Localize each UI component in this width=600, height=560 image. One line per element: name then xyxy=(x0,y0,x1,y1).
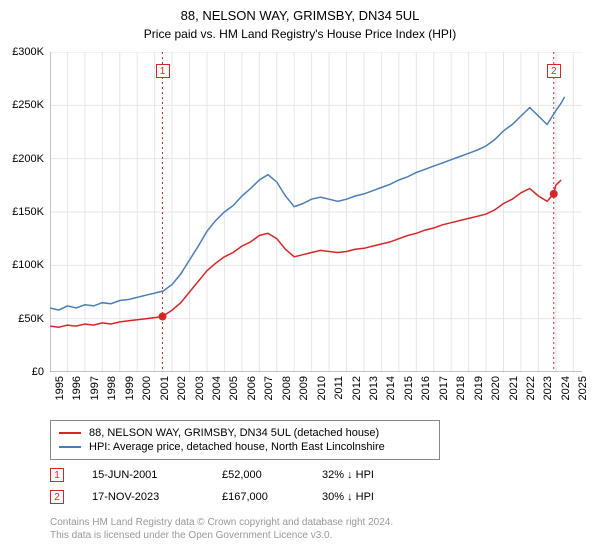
y-tick-label: £100K xyxy=(0,259,44,271)
event-date: 15-JUN-2001 xyxy=(92,469,222,481)
x-tick-label: 2017 xyxy=(438,376,450,400)
y-tick-label: £50K xyxy=(0,313,44,325)
x-tick-label: 2022 xyxy=(525,376,537,400)
y-tick-label: £250K xyxy=(0,99,44,111)
x-axis-labels: 1995 1996 1997 1998 1999 2000 2001 2002 2003 2004… xyxy=(50,374,582,414)
event-pct: 30% ↓ HPI xyxy=(322,491,452,503)
x-tick-label: 2002 xyxy=(176,376,188,400)
event-marker-2: 2 xyxy=(547,64,561,78)
legend-swatch xyxy=(59,432,81,434)
x-tick-label: 2011 xyxy=(333,376,345,400)
y-axis-labels: £0£50K£100K£150K£200K£250K£300K xyxy=(0,52,46,372)
x-tick-label: 2012 xyxy=(351,376,363,400)
y-tick-label: £200K xyxy=(0,153,44,165)
y-tick-label: £0 xyxy=(0,366,44,378)
chart-subtitle: Price paid vs. HM Land Registry's House … xyxy=(0,23,600,45)
y-tick-label: £150K xyxy=(0,206,44,218)
attribution-text: Contains HM Land Registry data © Crown c… xyxy=(50,516,570,542)
x-tick-label: 2010 xyxy=(316,376,328,400)
x-tick-label: 2009 xyxy=(298,376,310,400)
x-tick-label: 2016 xyxy=(420,376,432,400)
x-tick-label: 2018 xyxy=(455,376,467,400)
x-tick-label: 1998 xyxy=(106,376,118,400)
attribution-line2: This data is licensed under the Open Gov… xyxy=(50,529,570,542)
x-tick-label: 2007 xyxy=(263,376,275,400)
legend-row: 88, NELSON WAY, GRIMSBY, DN34 5UL (detac… xyxy=(59,426,431,440)
event-marker-1: 1 xyxy=(156,64,170,78)
legend-label: HPI: Average price, detached house, Nort… xyxy=(89,441,385,453)
legend-label: 88, NELSON WAY, GRIMSBY, DN34 5UL (detac… xyxy=(89,427,379,439)
event-price: £52,000 xyxy=(222,469,322,481)
attribution-line1: Contains HM Land Registry data © Crown c… xyxy=(50,516,570,529)
x-tick-label: 1997 xyxy=(89,376,101,400)
x-tick-label: 2000 xyxy=(141,376,153,400)
x-tick-label: 2025 xyxy=(577,376,589,400)
x-tick-label: 2008 xyxy=(281,376,293,400)
event-marker-icon: 1 xyxy=(50,468,64,482)
x-tick-label: 2001 xyxy=(159,376,171,400)
x-tick-label: 2005 xyxy=(228,376,240,400)
event-marker-icon: 2 xyxy=(50,490,64,504)
x-tick-label: 2006 xyxy=(246,376,258,400)
x-tick-label: 2024 xyxy=(560,376,572,400)
event-row: 1 15-JUN-2001£52,00032% ↓ HPI xyxy=(50,464,570,486)
x-tick-label: 2021 xyxy=(508,376,520,400)
x-tick-label: 2003 xyxy=(194,376,206,400)
event-price: £167,000 xyxy=(222,491,322,503)
x-tick-label: 2015 xyxy=(403,376,415,400)
x-tick-label: 2019 xyxy=(473,376,485,400)
chart-plot-area: 12 xyxy=(50,52,582,372)
chart-container: 88, NELSON WAY, GRIMSBY, DN34 5UL Price … xyxy=(0,0,600,560)
event-row: 2 17-NOV-2023£167,00030% ↓ HPI xyxy=(50,486,570,508)
event-pct: 32% ↓ HPI xyxy=(322,469,452,481)
chart-title: 88, NELSON WAY, GRIMSBY, DN34 5UL xyxy=(0,0,600,23)
x-tick-label: 2013 xyxy=(368,376,380,400)
x-tick-label: 2004 xyxy=(211,376,223,400)
x-tick-label: 2020 xyxy=(490,376,502,400)
x-tick-label: 1996 xyxy=(71,376,83,400)
y-tick-label: £300K xyxy=(0,46,44,58)
legend-row: HPI: Average price, detached house, Nort… xyxy=(59,440,431,454)
x-tick-label: 2023 xyxy=(542,376,554,400)
x-tick-label: 1995 xyxy=(54,376,66,400)
legend-box: 88, NELSON WAY, GRIMSBY, DN34 5UL (detac… xyxy=(50,420,440,460)
plot-svg xyxy=(50,52,582,372)
events-table: 1 15-JUN-2001£52,00032% ↓ HPI 2 17-NOV-2023… xyxy=(50,464,570,508)
x-tick-label: 2014 xyxy=(385,376,397,400)
legend-swatch xyxy=(59,446,81,448)
x-tick-label: 1999 xyxy=(124,376,136,400)
event-date: 17-NOV-2023 xyxy=(92,491,222,503)
